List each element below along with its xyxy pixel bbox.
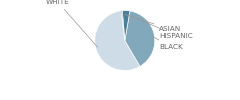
Wedge shape xyxy=(121,11,125,41)
Wedge shape xyxy=(125,11,155,66)
Wedge shape xyxy=(95,11,140,70)
Text: HISPANIC: HISPANIC xyxy=(129,15,193,39)
Text: BLACK: BLACK xyxy=(154,37,183,50)
Text: ASIAN: ASIAN xyxy=(125,14,181,32)
Wedge shape xyxy=(122,10,130,40)
Text: WHITE: WHITE xyxy=(46,0,97,47)
